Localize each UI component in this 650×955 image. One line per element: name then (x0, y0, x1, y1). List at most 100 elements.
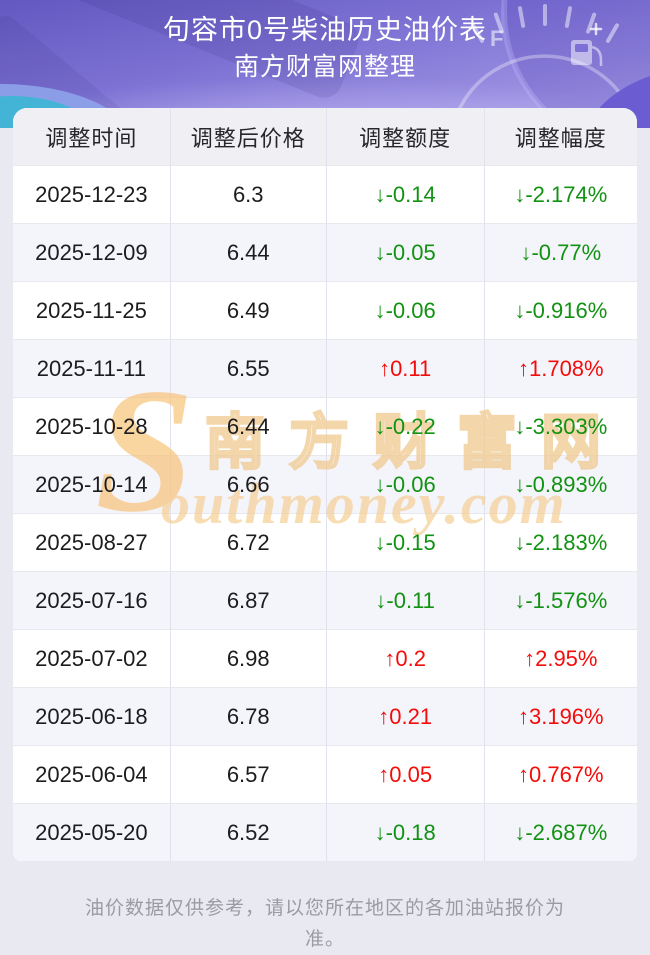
page-subtitle: 南方财富网整理 (233, 53, 416, 81)
pct-cell-text: ↑0.767% (517, 761, 604, 787)
date-cell: 2025-11-25 (13, 281, 171, 340)
price-cell: 6.87 (170, 571, 327, 630)
date-cell-text: 2025-06-04 (35, 761, 148, 787)
change-cell: ↓-0.05 (326, 223, 485, 282)
table-row: 2025-11-11 6.55 ↑0.11 ↑1.708% (13, 339, 637, 398)
date-cell-text: 2025-06-18 (35, 703, 148, 729)
change-cell-text: ↑0.2 (384, 645, 426, 671)
pct-cell: ↓-2.687% (484, 803, 637, 862)
date-cell-text: 2025-08-27 (35, 529, 148, 555)
pct-cell-text: ↓-3.303% (514, 413, 608, 439)
change-cell-text: ↓-0.06 (374, 297, 436, 323)
change-cell-text: ↑0.21 (378, 703, 433, 729)
table-row: 2025-10-28 6.44 ↓-0.22 ↓-3.303% (13, 397, 637, 456)
pct-cell-text: ↑2.95% (524, 645, 598, 671)
change-cell-text: ↓-0.14 (374, 181, 436, 207)
price-cell: 6.3 (170, 165, 327, 224)
fuel-pump-icon (571, 40, 603, 66)
table-row: 2025-12-23 6.3 ↓-0.14 ↓-2.174% (13, 165, 637, 224)
footer-note: 油价数据仅供参考，请以您所在地区的各加油站报价为准。 (84, 898, 565, 950)
price-cell-text: 6.52 (226, 819, 270, 845)
price-cell-text: 6.44 (226, 239, 270, 265)
pct-cell: ↓-0.893% (484, 455, 637, 514)
date-cell: 2025-06-04 (13, 745, 171, 804)
sparkle-icon (589, 22, 603, 36)
date-cell-text: 2025-11-11 (36, 355, 146, 381)
pct-cell: ↓-2.183% (484, 513, 637, 572)
change-cell-text: ↑0.05 (378, 761, 433, 787)
pct-cell: ↓-1.576% (484, 571, 637, 630)
change-cell: ↓-0.15 (326, 513, 485, 572)
change-cell: ↑0.2 (326, 629, 485, 688)
column-header-1: 调整时间 (13, 108, 171, 166)
date-cell: 2025-12-23 (13, 165, 171, 224)
date-cell-text: 2025-10-14 (35, 471, 148, 497)
date-cell-text: 2025-10-28 (35, 413, 148, 439)
pct-cell: ↑0.767% (484, 745, 637, 804)
page-title: 句容市0号柴油历史油价表 (162, 15, 487, 45)
change-cell-text: ↓-0.22 (374, 413, 436, 439)
table-row: 2025-07-02 6.98 ↑0.2 ↑2.95% (13, 629, 637, 688)
change-cell: ↓-0.22 (326, 397, 485, 456)
date-cell: 2025-10-14 (13, 455, 171, 514)
price-cell: 6.55 (170, 339, 327, 398)
price-cell-text: 6.78 (226, 703, 270, 729)
pct-cell: ↑3.196% (484, 687, 637, 746)
column-header-2: 调整后价格 (170, 108, 327, 166)
price-cell: 6.57 (170, 745, 327, 804)
pct-cell-text: ↓-2.174% (514, 181, 608, 207)
pct-cell: ↓-3.303% (484, 397, 637, 456)
pct-cell-text: ↓-1.576% (514, 587, 608, 613)
date-cell-text: 2025-12-09 (35, 239, 148, 265)
date-cell: 2025-07-16 (13, 571, 171, 630)
change-cell: ↓-0.11 (326, 571, 485, 630)
table-header-row: 调整时间 调整后价格 调整额度 调整幅度 (13, 108, 637, 166)
date-cell: 2025-11-11 (13, 339, 171, 398)
table-row: 2025-10-14 6.66 ↓-0.06 ↓-0.893% (13, 455, 637, 514)
date-cell: 2025-08-27 (13, 513, 171, 572)
price-cell-text: 6.66 (226, 471, 270, 497)
price-cell-text: 6.3 (232, 181, 264, 207)
price-cell-text: 6.55 (226, 355, 270, 381)
gauge-f-label: F (490, 26, 503, 51)
pct-cell-text: ↓-2.183% (514, 529, 608, 555)
price-cell-text: 6.44 (226, 413, 270, 439)
change-cell-text: ↓-0.06 (374, 471, 436, 497)
table-row: 2025-12-09 6.44 ↓-0.05 ↓-0.77% (13, 223, 637, 282)
price-table-card: 调整时间 调整后价格 调整额度 调整幅度 2025-12-23 6.3 ↓-0.14 ↓-2… (13, 108, 637, 862)
pct-cell-text: ↓-0.916% (514, 297, 608, 323)
price-cell-text: 6.49 (226, 297, 270, 323)
change-cell: ↑0.21 (326, 687, 485, 746)
price-cell-text: 6.98 (226, 645, 270, 671)
change-cell-text: ↓-0.18 (374, 819, 436, 845)
gauge-ticks (471, 4, 619, 43)
date-cell-text: 2025-05-20 (35, 819, 148, 845)
change-cell: ↓-0.18 (326, 803, 485, 862)
pct-cell: ↓-2.174% (484, 165, 637, 224)
table-row: 2025-08-27 6.72 ↓-0.15 ↓-2.183% (13, 513, 637, 572)
pct-cell-text: ↓-2.687% (514, 819, 608, 845)
change-cell-text: ↑0.11 (379, 355, 432, 381)
price-cell: 6.49 (170, 281, 327, 340)
table-row: 2025-06-04 6.57 ↑0.05 ↑0.767% (13, 745, 637, 804)
price-cell: 6.72 (170, 513, 327, 572)
pct-cell-text: ↑3.196% (517, 703, 604, 729)
pct-cell: ↓-0.916% (484, 281, 637, 340)
pct-cell-text: ↑1.708% (517, 355, 604, 381)
date-cell-text: 2025-07-02 (35, 645, 148, 671)
price-cell-text: 6.72 (226, 529, 270, 555)
date-cell: 2025-12-09 (13, 223, 171, 282)
change-cell: ↑0.05 (326, 745, 485, 804)
table-row: 2025-06-18 6.78 ↑0.21 ↑3.196% (13, 687, 637, 746)
date-cell: 2025-05-20 (13, 803, 171, 862)
change-cell: ↓-0.06 (326, 455, 485, 514)
date-cell-text: 2025-12-23 (35, 181, 148, 207)
price-cell-text: 6.87 (226, 587, 270, 613)
column-header-4: 调整幅度 (484, 108, 637, 166)
price-cell: 6.98 (170, 629, 327, 688)
date-cell-text: 2025-07-16 (35, 587, 148, 613)
price-cell-text: 6.57 (226, 761, 270, 787)
change-cell: ↓-0.14 (326, 165, 485, 224)
date-cell-text: 2025-11-25 (35, 297, 147, 323)
gauge-arc (456, 54, 634, 115)
